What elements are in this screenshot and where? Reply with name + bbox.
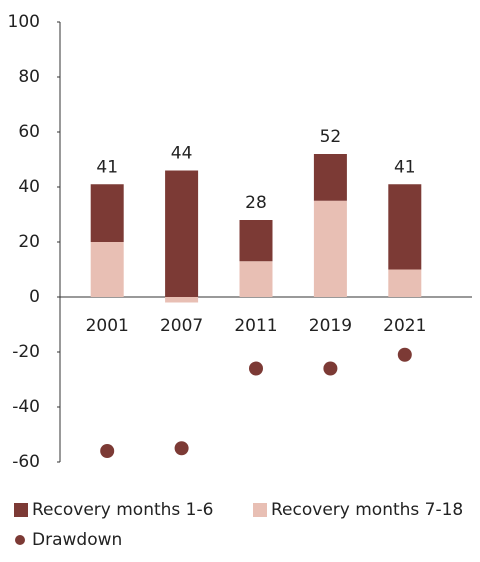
bar — [313, 154, 347, 201]
y-tick-label: 20 — [18, 232, 40, 252]
dot — [323, 361, 338, 376]
legend-swatch — [253, 503, 267, 517]
legend-label: Recovery months 7-18 — [271, 500, 463, 520]
y-tick-label: 100 — [8, 12, 40, 32]
x-tick-label: 2011 — [234, 316, 277, 336]
bar — [388, 184, 422, 270]
y-tick-label: 80 — [18, 67, 40, 87]
y-tick-label: -60 — [12, 452, 40, 472]
bar — [165, 170, 199, 297]
bar — [90, 242, 124, 297]
legend-swatch — [15, 535, 25, 545]
x-tick-label: 2001 — [86, 316, 129, 336]
bar — [90, 184, 124, 242]
legend-label: Drawdown — [32, 530, 122, 550]
x-tick-label: 2021 — [383, 316, 426, 336]
bar — [313, 200, 347, 297]
y-tick-label: 60 — [18, 122, 40, 142]
bar — [165, 297, 199, 303]
dot — [100, 444, 115, 458]
bar — [388, 269, 422, 297]
dot — [249, 361, 263, 376]
dot — [174, 441, 189, 456]
x-tick-label: 2007 — [160, 316, 203, 336]
y-tick-label: -40 — [12, 397, 40, 417]
total-label: 52 — [320, 127, 342, 147]
total-label: 28 — [245, 193, 267, 213]
legend-label: Recovery months 1-6 — [32, 500, 213, 520]
legend-swatch — [14, 503, 28, 517]
total-label: 41 — [96, 157, 118, 177]
total-label: 44 — [171, 144, 193, 164]
bar — [239, 261, 273, 297]
bar — [239, 220, 273, 262]
y-tick-label: 0 — [29, 287, 40, 307]
dot — [397, 347, 412, 362]
total-label: 41 — [394, 157, 416, 177]
x-tick-label: 2019 — [309, 316, 352, 336]
y-tick-label: -20 — [12, 342, 40, 362]
y-tick-label: 40 — [18, 177, 40, 197]
